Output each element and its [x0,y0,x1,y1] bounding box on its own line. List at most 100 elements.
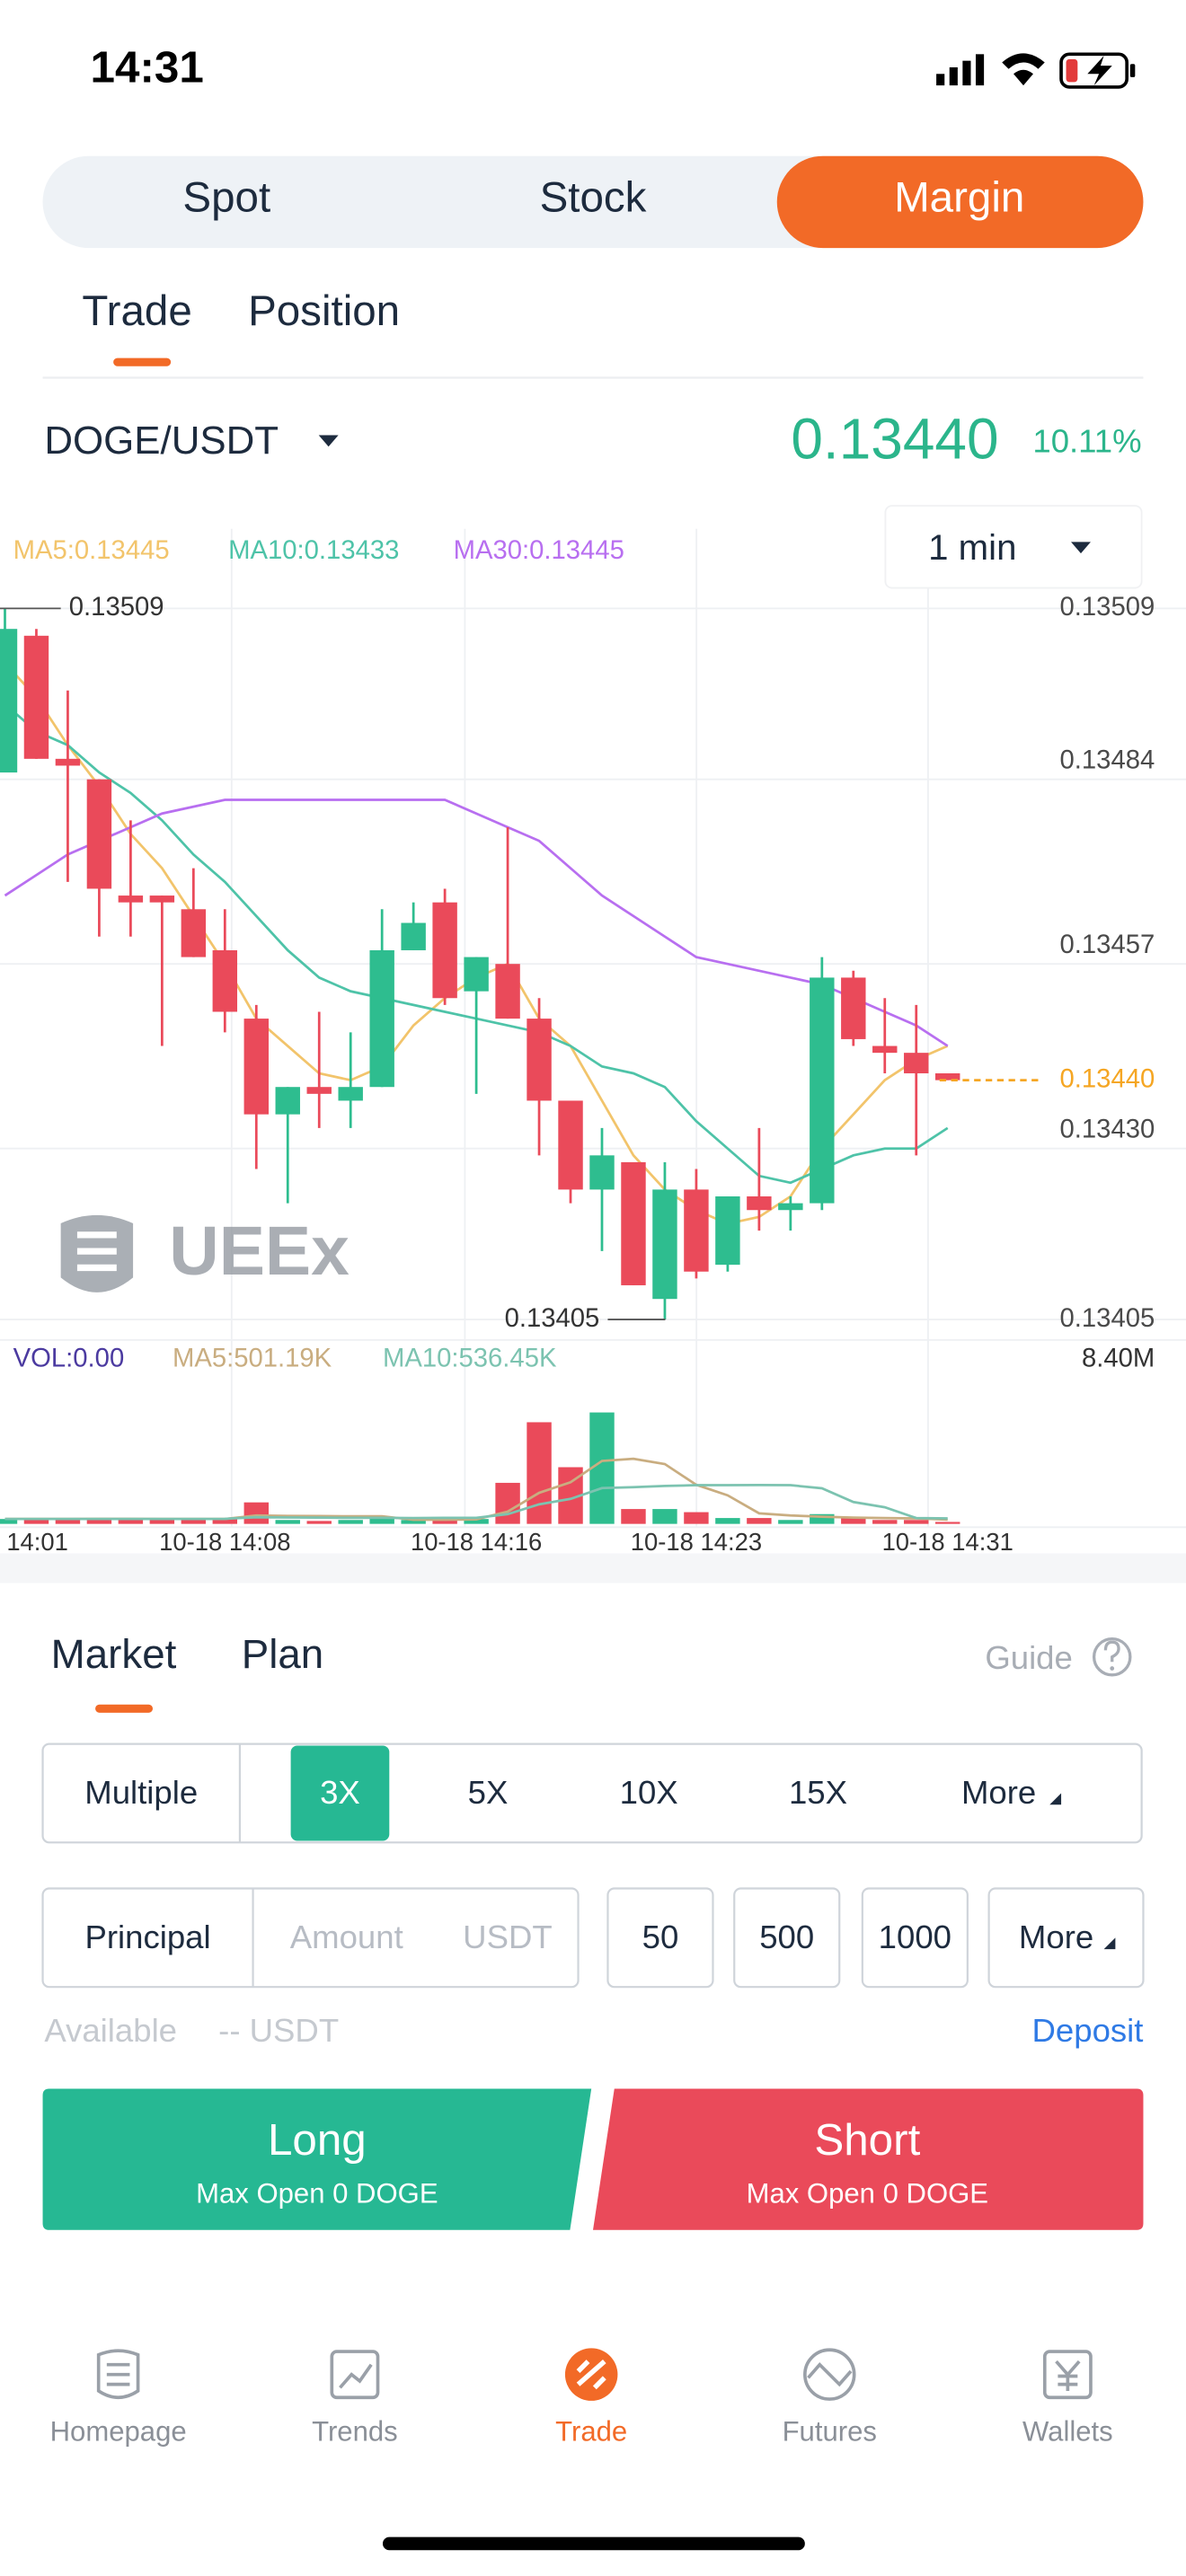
volume-bar [0,1519,18,1524]
short-max-open[interactable]: Max Open 0 DOGE [747,2178,988,2210]
high-marker-label: 0.13509 [69,593,164,622]
nav-item[interactable]: Futures [783,2416,877,2448]
view-tab[interactable]: Trade [82,287,191,335]
market-tab[interactable]: Spot [182,174,270,222]
y-tick-label: 0.13484 [1060,745,1155,774]
home-indicator [382,2536,805,2551]
order-tab[interactable]: Market [51,1631,177,1677]
ma-label: MA30:0.13445 [454,536,624,565]
candle-body [810,977,835,1204]
x-tick-label: 10-18 14:16 [411,1528,542,1556]
short-label[interactable]: Short [814,2115,920,2165]
nav-item[interactable]: Trends [312,2416,398,2448]
candle-body [23,635,49,759]
principal-box [41,1887,580,1989]
volume-bar [369,1518,394,1524]
last-price-label: 0.13440 [1060,1064,1155,1093]
candle-body [778,1203,803,1211]
price-change: 10.11% [1032,422,1141,459]
x-tick-label: 10-18 14:08 [159,1528,290,1556]
leverage-selected[interactable] [290,1745,390,1841]
market-tab[interactable]: Stock [540,174,647,222]
deposit[interactable]: Deposit [1032,2012,1144,2049]
nav-item[interactable]: Homepage [50,2416,187,2448]
ma-label: MA5:0.13445 [13,536,170,565]
volume-bar [118,1518,144,1524]
volume-label: VOL:0.00 [13,1345,125,1373]
view-tab[interactable]: Position [248,287,400,335]
candle-body [684,1189,709,1272]
nav-icons [96,2348,1093,2401]
candle-body [181,909,207,957]
interval-select[interactable] [884,505,1143,589]
preset[interactable]: 50 [642,1919,679,1955]
candle-body [118,895,144,903]
segment-active [776,155,1144,249]
volume-bar [527,1422,552,1524]
preset[interactable]: 500 [759,1919,814,1955]
volume-bar [464,1519,489,1524]
volume-bar [715,1518,740,1524]
volume-bar [747,1518,772,1524]
ma-line [4,798,949,1047]
volume-bar [55,1520,81,1524]
preset-more-button[interactable] [987,1887,1145,1989]
leverage-option[interactable]: 10X [620,1774,678,1811]
candle-body [243,1019,269,1115]
candle-body [275,1087,300,1115]
preset[interactable]: 1000 [879,1919,951,1955]
available-value: -- USDT [218,2012,339,2049]
leverage-option[interactable]: 5X [468,1774,509,1811]
candle-body [369,949,394,1088]
candlestick-chart: 0.13509 0.13484 0.13457 0.13430 0.13405 MA5:0… [0,536,1186,1556]
short-button[interactable] [593,2088,1144,2230]
candle-body [558,1100,583,1190]
preset-button[interactable] [861,1887,969,1989]
preset-button[interactable] [606,1887,714,1989]
nav-item[interactable]: Wallets [1022,2416,1113,2448]
watermark: UEEx [60,1213,350,1292]
preset-button[interactable] [733,1887,841,1989]
volume-ma-label: MA10:536.45K [383,1345,557,1373]
candle-body [306,1087,332,1094]
interval[interactable]: 1 min [928,527,1016,568]
volume-bar [935,1522,960,1524]
long-label[interactable]: Long [268,2115,367,2165]
candle-body [338,1087,363,1101]
market-tab[interactable]: Margin [894,174,1024,222]
volume-bar [181,1518,207,1524]
leverage-option[interactable]: 3X [320,1774,360,1811]
long-max-open[interactable]: Max Open 0 DOGE [196,2178,438,2210]
pair-dropdown[interactable] [318,435,339,447]
long-button[interactable] [42,2088,592,2230]
volume-bar [149,1520,175,1524]
help-icon[interactable] [1092,1636,1132,1677]
x-tick-label: 10-18 14:31 [882,1528,1013,1556]
volume-bar [306,1521,332,1524]
y-tick-label: 0.13430 [1060,1115,1155,1143]
candle-body [747,1196,772,1211]
amount-input[interactable]: Amount [290,1919,403,1955]
leverage-more[interactable]: More [961,1774,1036,1811]
candle-body [55,758,81,766]
volume-bar [904,1520,929,1524]
candle-body [401,922,426,950]
order-tab[interactable]: Plan [242,1631,323,1677]
interval-dropdown[interactable] [1071,542,1091,554]
volume-bar [872,1520,898,1524]
candle-body [652,1189,677,1300]
principal-label: Principal [84,1919,210,1955]
nav-item[interactable]: Trade [555,2416,627,2448]
volume-bar [810,1513,835,1524]
volume-bar [589,1412,615,1524]
guide[interactable]: Guide [985,1639,1073,1676]
candle-body [212,949,238,1012]
tab-underline [95,1704,154,1713]
pair[interactable]: DOGE/USDT [44,419,279,463]
more-arrow[interactable] [1049,1793,1062,1805]
leverage-option[interactable]: 15X [789,1774,847,1811]
x-tick-label: 14:01 [6,1528,68,1556]
volume-bar [841,1518,866,1524]
preset-more[interactable]: More [1019,1919,1093,1955]
